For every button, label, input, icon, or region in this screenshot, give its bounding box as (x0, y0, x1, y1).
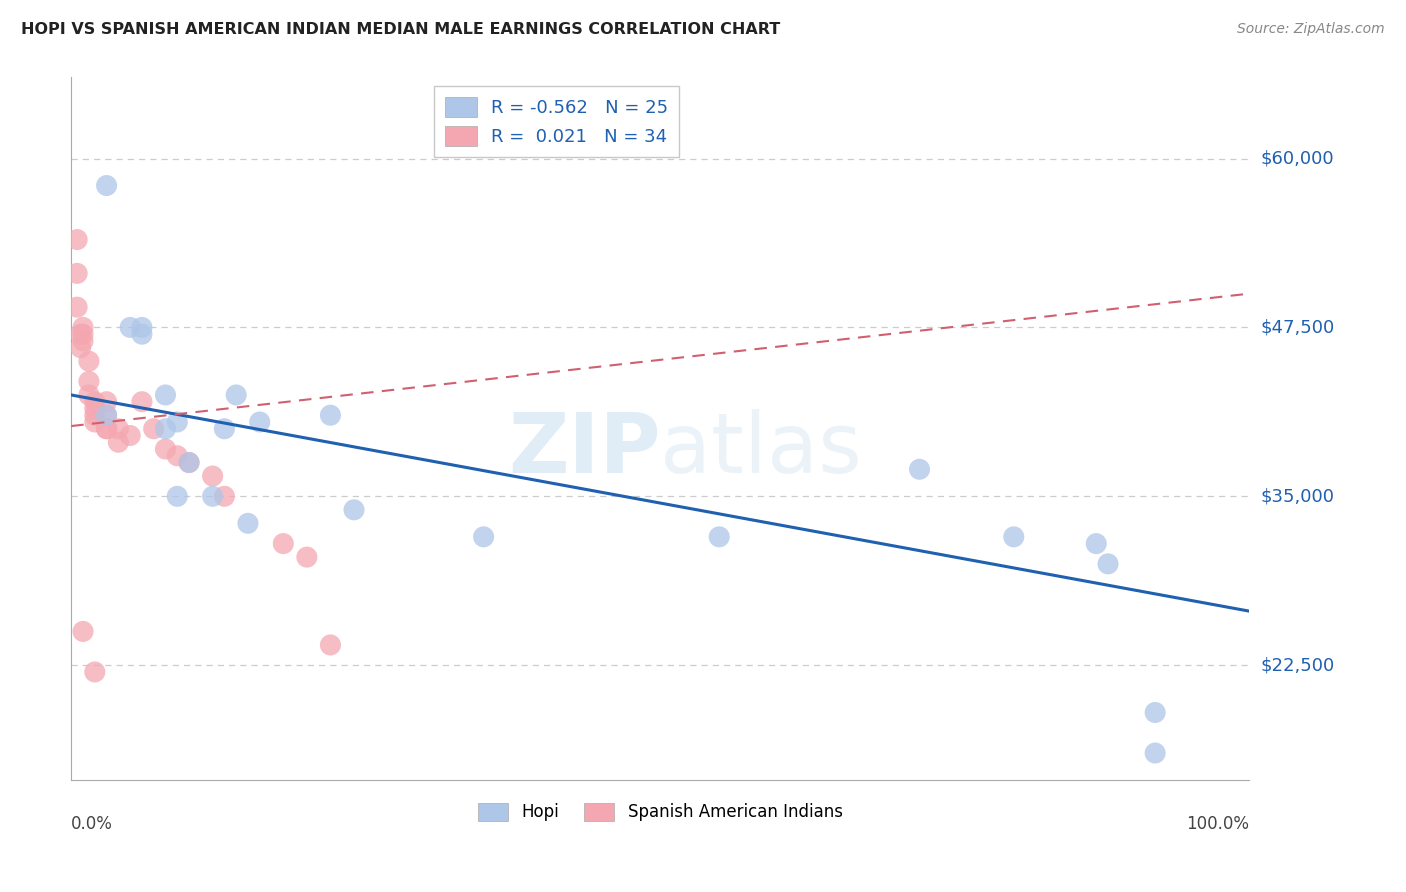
Point (66, 300, 89, 314)
Point (236, 516, 259, 531)
Point (107, 435, 129, 450)
Point (214, 422, 236, 436)
Text: 100.0%: 100.0% (1187, 815, 1250, 833)
Point (177, 456, 200, 470)
Point (72, 327, 94, 342)
Text: Source: ZipAtlas.com: Source: ZipAtlas.com (1237, 22, 1385, 37)
Point (1097, 557, 1119, 571)
Point (83, 409, 105, 423)
Point (166, 489, 188, 503)
Text: $47,500: $47,500 (1261, 318, 1334, 336)
Point (96, 422, 118, 436)
Point (77, 388, 100, 402)
Point (120, 320, 142, 334)
Point (120, 428, 142, 442)
Point (96, 178, 118, 193)
Point (1085, 536, 1108, 550)
Point (142, 422, 165, 436)
Point (69, 327, 91, 342)
Point (66, 266, 89, 280)
Point (155, 442, 177, 456)
Point (166, 415, 188, 429)
Point (249, 415, 271, 429)
Point (66, 233, 89, 247)
Point (295, 550, 318, 565)
Point (155, 388, 177, 402)
Point (83, 394, 105, 409)
Point (1144, 746, 1167, 760)
Point (83, 401, 105, 416)
Point (201, 469, 224, 483)
Point (77, 354, 100, 368)
Point (77, 375, 100, 389)
Point (1144, 706, 1167, 720)
Point (69, 341, 91, 355)
Point (131, 320, 153, 334)
Point (131, 327, 153, 342)
Point (908, 462, 931, 476)
Text: 0.0%: 0.0% (72, 815, 112, 833)
Point (709, 530, 731, 544)
Text: atlas: atlas (661, 409, 862, 491)
Text: HOPI VS SPANISH AMERICAN INDIAN MEDIAN MALE EARNINGS CORRELATION CHART: HOPI VS SPANISH AMERICAN INDIAN MEDIAN M… (21, 22, 780, 37)
Point (96, 394, 118, 409)
Point (343, 503, 366, 517)
Point (96, 422, 118, 436)
Text: $22,500: $22,500 (1261, 657, 1334, 674)
Point (1002, 530, 1025, 544)
Point (155, 422, 177, 436)
Point (131, 394, 153, 409)
Point (472, 530, 495, 544)
Text: $35,000: $35,000 (1261, 487, 1334, 505)
Text: ZIP: ZIP (508, 409, 661, 491)
Point (271, 536, 294, 550)
Point (166, 449, 188, 463)
Point (72, 320, 94, 334)
Point (96, 409, 118, 423)
Point (214, 489, 236, 503)
Point (107, 422, 129, 436)
Point (319, 409, 342, 423)
Text: $60,000: $60,000 (1261, 150, 1334, 168)
Point (177, 456, 200, 470)
Point (201, 489, 224, 503)
Point (225, 388, 247, 402)
Point (83, 665, 105, 679)
Point (319, 638, 342, 652)
Point (96, 409, 118, 423)
Point (72, 624, 94, 639)
Point (83, 415, 105, 429)
Legend: Hopi, Spanish American Indians: Hopi, Spanish American Indians (471, 796, 849, 828)
Point (72, 334, 94, 348)
